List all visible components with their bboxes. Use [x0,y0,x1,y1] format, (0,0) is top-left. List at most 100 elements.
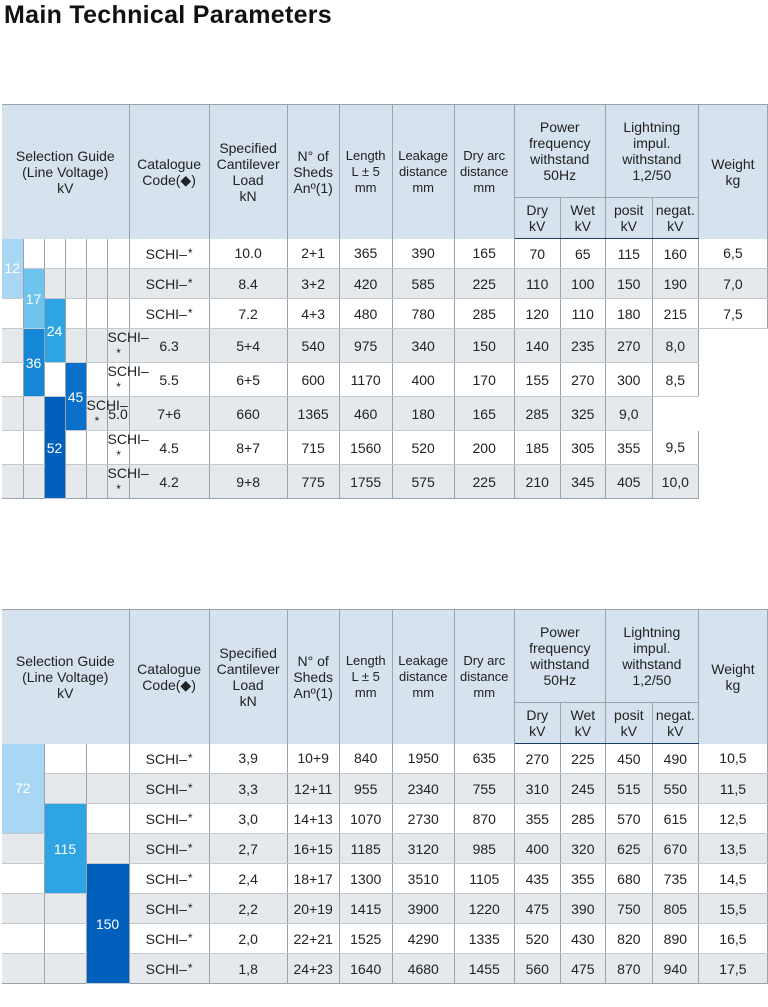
sheds: 18+17 [287,863,340,894]
negat-kv: 300 [605,362,653,397]
dry-arc: 985 [454,833,515,864]
length: 775 [287,464,340,499]
voltage-17: 17 [23,268,45,329]
dry-kv: 110 [514,268,561,299]
voltage-72: 72 [2,743,45,834]
posit-kv: 820 [605,923,653,954]
posit-kv: 180 [605,298,653,329]
dry-kv: 170 [454,362,515,397]
page-title: Main Technical Parameters [4,1,333,29]
dry-kv: 435 [514,863,561,894]
sheds: 24+23 [287,953,340,984]
wet-kv: 430 [560,923,606,954]
table-row: SCHI–* 2,2 20+19 1415 3900 1220 475 390 … [2,893,768,924]
weight: 13,5 [698,833,768,864]
catalogue-code-header: Catalogue Code(◆) [129,609,210,744]
negat-kv-header: negat. kV [652,702,699,744]
dry-kv: 120 [514,298,561,329]
length-header: Length L ± 5 mm [339,609,393,744]
length-header: Length L ± 5 mm [339,104,393,239]
power-frequency-header: Power frequency withstand 50Hz [514,104,606,198]
leakage: 780 [392,298,455,329]
sheds: 16+15 [287,833,340,864]
table-row: SCHI–* 1,8 24+23 1640 4680 1455 560 475 … [2,953,768,984]
cantilever-load: 3,3 [209,773,288,804]
weight: 16,5 [698,923,768,954]
catalogue-code: SCHI–* [129,298,210,329]
power-frequency-header: Power frequency withstand 50Hz [514,609,606,703]
length: 660 [209,396,288,431]
posit-kv-header: posit kV [605,702,653,744]
weight-header: Weight kg [698,609,768,744]
sheds-header: N° of Sheds Anº(1) [287,104,340,239]
negat-kv: 805 [652,893,699,924]
table-header-row: Selection Guide (Line Voltage) kV Catalogu… [2,104,768,239]
cantilever-load: 5.5 [129,362,210,397]
catalogue-code-header: Catalogue Code(◆) [129,104,210,239]
sheds: 2+1 [287,238,340,269]
posit-kv: 515 [605,773,653,804]
weight: 8,5 [652,362,699,397]
leakage: 3510 [392,863,455,894]
table-row: 45 SCHI–* 5.5 6+5 600 1170 400 170 155 2… [2,362,768,431]
negat-kv: 615 [652,803,699,834]
wet-kv: 475 [560,953,606,984]
cantilever-load: 2,4 [209,863,288,894]
dry-arc: 340 [392,328,455,363]
posit-kv: 625 [605,833,653,864]
length: 1640 [339,953,393,984]
wet-kv-header: Wet kV [560,702,606,744]
leakage: 390 [392,238,455,269]
leakage: 585 [392,268,455,299]
leakage: 1170 [339,362,393,397]
parameters-table-1: Selection Guide (Line Voltage) kV Catalogu… [2,104,768,499]
catalogue-code: SCHI–* [129,238,210,269]
length: 1070 [339,803,393,834]
table-row: SCHI–* 2,0 22+21 1525 4290 1335 520 430 … [2,923,768,954]
weight: 11,5 [698,773,768,804]
posit-kv: 870 [605,953,653,984]
leakage-header: Leakage distance mm [392,104,455,239]
dry-kv: 310 [514,773,561,804]
dry-arc: 225 [454,268,515,299]
leakage: 1560 [339,430,393,465]
weight: 17,5 [698,953,768,984]
cantilever-load: 3,0 [209,803,288,834]
weight: 15,5 [698,893,768,924]
table-subheader-row: Dry kV Wet kV posit kV negat. kV [2,702,768,744]
wet-kv: 320 [560,833,606,864]
dry-kv: 70 [514,238,561,269]
dry-kv: 520 [514,923,561,954]
sheds: 22+21 [287,923,340,954]
wet-kv: 210 [514,464,561,499]
table-row: SCHI–* 2,7 16+15 1185 3120 985 400 320 6… [2,833,768,864]
table-row: SCHI–* 4.5 8+7 715 1560 520 200 185 305 … [2,430,768,465]
leakage: 1365 [287,396,340,431]
weight: 8,0 [652,328,699,363]
negat-kv: 270 [605,328,653,363]
leakage-header: Leakage distance mm [392,609,455,744]
leakage: 3900 [392,893,455,924]
table-row: 72 SCHI–* 3,9 10+9 840 1950 635 270 225 … [2,743,768,834]
cantilever-load-header: Specified Cantilever Load kN [209,104,288,239]
dry-arc: 1335 [454,923,515,954]
leakage: 975 [339,328,393,363]
cantilever-load: 6.3 [129,328,210,363]
cantilever-load: 2,0 [209,923,288,954]
catalogue-code: SCHI–* [86,396,128,431]
table-row: 150 SCHI–* 2,4 18+17 1300 3510 1105 435 … [2,863,768,984]
dry-arc: 575 [392,464,455,499]
cantilever-load: 7.2 [209,298,288,329]
cantilever-load: 3,9 [209,743,288,774]
sheds: 3+2 [287,268,340,299]
voltage-115: 115 [44,803,87,894]
catalogue-code: SCHI–* [107,362,149,397]
cantilever-load: 2,7 [209,833,288,864]
weight: 7,5 [698,298,768,329]
voltage-36: 36 [23,328,45,397]
weight: 10,0 [652,464,699,499]
lightning-impulse-header: Lightning impul. withstand 1,2/50 [605,104,699,198]
catalogue-code: SCHI–* [129,743,210,774]
length: 955 [339,773,393,804]
cantilever-load: 4.2 [129,464,210,499]
